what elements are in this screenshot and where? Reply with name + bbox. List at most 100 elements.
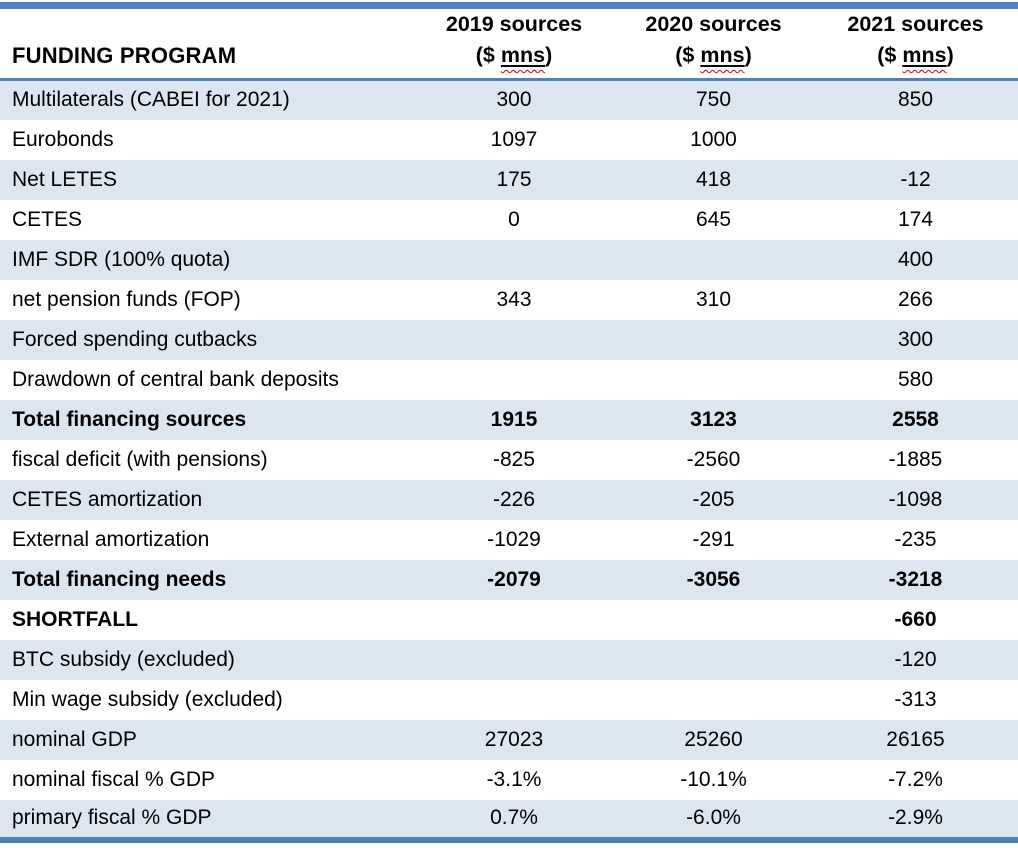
- cell-value: -1885: [813, 439, 1018, 480]
- misspelling-wavy-underline: mns: [902, 43, 947, 67]
- row-label: nominal fiscal % GDP: [0, 759, 414, 800]
- table-row: Multilaterals (CABEI for 2021) 300 750 850: [0, 79, 1018, 120]
- table-row: primary fiscal % GDP 0.7% -6.0% -2.9%: [0, 799, 1018, 840]
- column-header-funding-program: FUNDING PROGRAM: [0, 5, 414, 80]
- cell-value: [414, 679, 614, 720]
- year-label-2020: 2020 sources: [645, 12, 782, 36]
- unit-label: ($ mns): [614, 40, 813, 71]
- table-row: nominal GDP 27023 25260 26165: [0, 719, 1018, 760]
- cell-value: [414, 319, 614, 360]
- unit-suffix: ): [744, 43, 752, 67]
- table-row: Drawdown of central bank deposits 580: [0, 359, 1018, 400]
- cell-value: 27023: [414, 719, 614, 760]
- cell-value: -3218: [813, 559, 1018, 600]
- cell-value: [414, 359, 614, 400]
- unit-prefix: ($: [475, 43, 501, 67]
- cell-value: -205: [614, 479, 813, 520]
- row-label: nominal GDP: [0, 719, 414, 760]
- cell-value: 1915: [414, 399, 614, 440]
- table-row: nominal fiscal % GDP -3.1% -10.1% -7.2%: [0, 759, 1018, 800]
- underline-wrap: mns: [902, 43, 946, 67]
- cell-value: [614, 239, 813, 280]
- cell-value: 400: [813, 239, 1018, 280]
- cell-value: -825: [414, 439, 614, 480]
- cell-value: 175: [414, 159, 614, 200]
- cell-value: [614, 599, 813, 640]
- cell-value: [414, 599, 614, 640]
- underline-wrap: mns: [700, 43, 744, 67]
- cell-value: -291: [614, 519, 813, 560]
- cell-value: 850: [813, 79, 1018, 120]
- cell-value: -2.9%: [813, 799, 1018, 840]
- misspelling-wavy-underline: mns: [700, 43, 745, 67]
- cell-value: 174: [813, 199, 1018, 240]
- row-label: SHORTFALL: [0, 599, 414, 640]
- cell-value: [614, 319, 813, 360]
- table-row: IMF SDR (100% quota) 400: [0, 239, 1018, 280]
- cell-value: 266: [813, 279, 1018, 320]
- row-label: Min wage subsidy (excluded): [0, 679, 414, 720]
- cell-value: -226: [414, 479, 614, 520]
- table-row: Total financing needs -2079 -3056 -3218: [0, 559, 1018, 600]
- row-label: CETES: [0, 199, 414, 240]
- cell-value: -2560: [614, 439, 813, 480]
- cell-value: -10.1%: [614, 759, 813, 800]
- funding-program-table: FUNDING PROGRAM 2019 sources ($ mns) 202…: [0, 2, 1018, 843]
- unit-suffix: ): [946, 43, 954, 67]
- cell-value: -2079: [414, 559, 614, 600]
- cell-value: [414, 239, 614, 280]
- row-label: fiscal deficit (with pensions): [0, 439, 414, 480]
- cell-value: -660: [813, 599, 1018, 640]
- cell-value: 645: [614, 199, 813, 240]
- misspelling-wavy-underline: mns: [500, 43, 546, 67]
- cell-value: -3056: [614, 559, 813, 600]
- cell-value: [414, 639, 614, 680]
- year-label-2019: 2019 sources: [445, 12, 583, 36]
- table-row: Min wage subsidy (excluded) -313: [0, 679, 1018, 720]
- header-row: FUNDING PROGRAM 2019 sources ($ mns) 202…: [0, 5, 1018, 80]
- row-label: External amortization: [0, 519, 414, 560]
- unit-prefix: ($: [675, 43, 701, 67]
- row-label: net pension funds (FOP): [0, 279, 414, 320]
- cell-value: -1029: [414, 519, 614, 560]
- row-label: primary fiscal % GDP: [0, 799, 414, 840]
- cell-value: 3123: [614, 399, 813, 440]
- row-label: Drawdown of central bank deposits: [0, 359, 414, 400]
- column-header-2020-sources: 2020 sources ($ mns): [614, 5, 813, 80]
- table-row: BTC subsidy (excluded) -120: [0, 639, 1018, 680]
- table-body: Multilaterals (CABEI for 2021) 300 750 850 E…: [0, 79, 1018, 840]
- table-row: Net LETES 175 418 -12: [0, 159, 1018, 200]
- cell-value: [614, 679, 813, 720]
- cell-value: 1097: [414, 119, 614, 160]
- column-header-2019-sources: 2019 sources ($ mns): [414, 5, 614, 80]
- row-label: Multilaterals (CABEI for 2021): [0, 79, 414, 120]
- column-header-2021-sources: 2021 sources ($ mns): [813, 5, 1018, 80]
- row-label: Net LETES: [0, 159, 414, 200]
- cell-value: -313: [813, 679, 1018, 720]
- cell-value: 0.7%: [414, 799, 614, 840]
- cell-value: 343: [414, 279, 614, 320]
- unit-suffix: ): [545, 43, 553, 67]
- cell-value: 2558: [813, 399, 1018, 440]
- cell-value: 580: [813, 359, 1018, 400]
- cell-value: 1000: [614, 119, 813, 160]
- table-row: fiscal deficit (with pensions) -825 -2560-…: [0, 439, 1018, 480]
- table-header: FUNDING PROGRAM 2019 sources ($ mns) 202…: [0, 5, 1018, 80]
- row-label: Total financing sources: [0, 399, 414, 440]
- table-row: Eurobonds 1097 1000: [0, 119, 1018, 160]
- table-row: Forced spending cutbacks 300: [0, 319, 1018, 360]
- cell-value: -6.0%: [614, 799, 813, 840]
- cell-value: 418: [614, 159, 813, 200]
- cell-value: 750: [614, 79, 813, 120]
- table-row: net pension funds (FOP) 343 310 266: [0, 279, 1018, 320]
- row-label: CETES amortization: [0, 479, 414, 520]
- table-row: Total financing sources 1915 3123 2558: [0, 399, 1018, 440]
- row-label: IMF SDR (100% quota): [0, 239, 414, 280]
- row-label: BTC subsidy (excluded): [0, 639, 414, 680]
- table-row: CETES 0 645 174: [0, 199, 1018, 240]
- cell-value: -235: [813, 519, 1018, 560]
- cell-value: 310: [614, 279, 813, 320]
- cell-value: -12: [813, 159, 1018, 200]
- year-label-2021: 2021 sources: [847, 12, 984, 36]
